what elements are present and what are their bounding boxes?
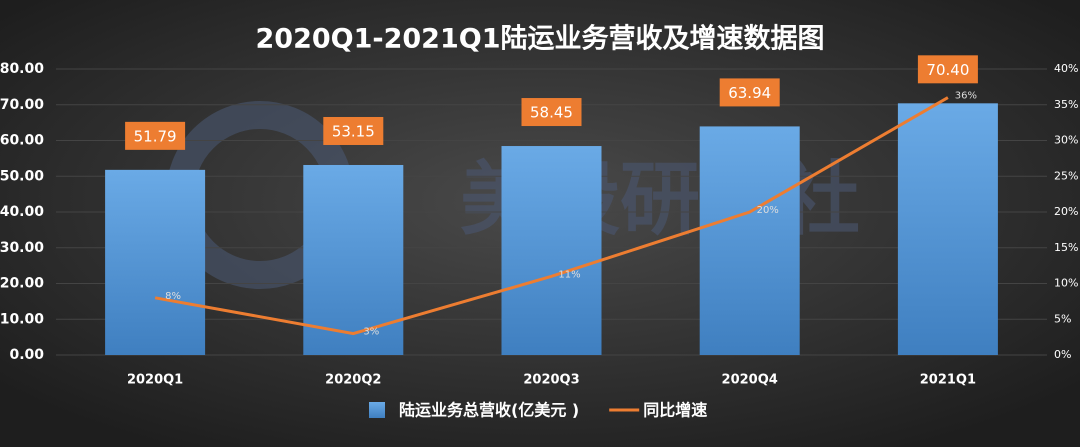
y2-tick-label: 30% [1054,134,1078,147]
value-label-box [917,55,978,84]
line [154,96,949,336]
value-label: 70.40 [926,61,969,79]
y2-tick-label: 25% [1054,169,1078,182]
bar [699,126,800,356]
y-tick-label: 20.00 [0,276,44,292]
legend-label: 陆运业务总营收(亿美元 ) [399,401,579,420]
value-label: 58.45 [530,104,573,122]
y-tick-label: 0.00 [9,347,44,363]
y-tick-label: 10.00 [0,311,44,327]
point-label: 36% [955,91,977,102]
bar [501,146,602,355]
x-tick-label: 2021Q1 [920,373,976,388]
x-tick-label: 2020Q2 [325,373,381,388]
x-tick-label: 2020Q4 [722,373,778,388]
bar [897,103,998,355]
value-label-box [125,121,186,150]
y2-tick-label: 35% [1054,98,1078,111]
y-tick-label: 30.00 [0,240,44,256]
value-label: 63.94 [728,84,771,102]
x-tick-label: 2020Q3 [523,373,579,388]
legend-label: 同比增速 [643,401,707,420]
point-label: 3% [363,327,379,338]
bar [105,169,206,355]
y-tick-label: 70.00 [0,97,44,113]
y2-tick-label: 40% [1054,62,1078,75]
chart-title: 2020Q1-2021Q1陆运业务营收及增速数据图 [256,23,825,55]
y2-tick-label: 10% [1054,277,1078,290]
point-label: 8% [165,291,181,302]
y2-tick-label: 15% [1054,241,1078,254]
value-label-box [521,98,582,127]
y-tick-label: 60.00 [0,133,44,149]
point-label: 11% [558,269,580,280]
x-tick-label: 2020Q1 [127,373,183,388]
point-label: 20% [757,205,779,216]
y2-tick-label: 20% [1054,205,1078,218]
y-tick-label: 50.00 [0,168,44,184]
value-label-box [719,78,780,107]
y-tick-label: 40.00 [0,204,44,220]
value-label-box [323,116,384,145]
y2-tick-label: 0% [1054,348,1071,361]
value-label: 51.79 [134,127,177,145]
y2-tick-label: 5% [1054,312,1071,325]
value-label: 53.15 [332,122,375,140]
legend-swatch [369,402,385,418]
y-tick-label: 80.00 [0,61,44,77]
